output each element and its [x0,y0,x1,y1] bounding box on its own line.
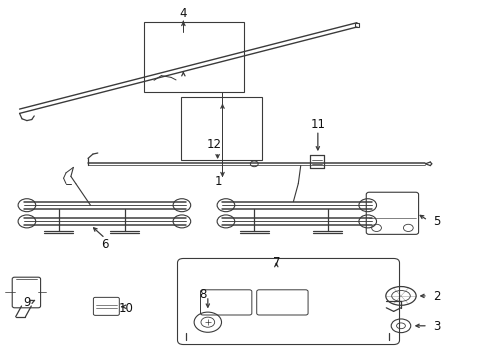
Bar [144,22,244,92]
Text: 11: 11 [310,118,325,131]
Bar [181,97,261,160]
Text: 3: 3 [432,320,440,333]
Text: 9: 9 [23,296,31,309]
Text: 8: 8 [199,288,206,301]
Text: 10: 10 [119,302,133,315]
Text: 7: 7 [272,256,280,269]
Text: 4: 4 [179,7,187,20]
Text: 6: 6 [101,238,109,251]
Text: 12: 12 [206,138,221,150]
Text: 5: 5 [432,215,440,228]
Text: 1: 1 [214,175,222,188]
Text: 2: 2 [432,291,440,303]
